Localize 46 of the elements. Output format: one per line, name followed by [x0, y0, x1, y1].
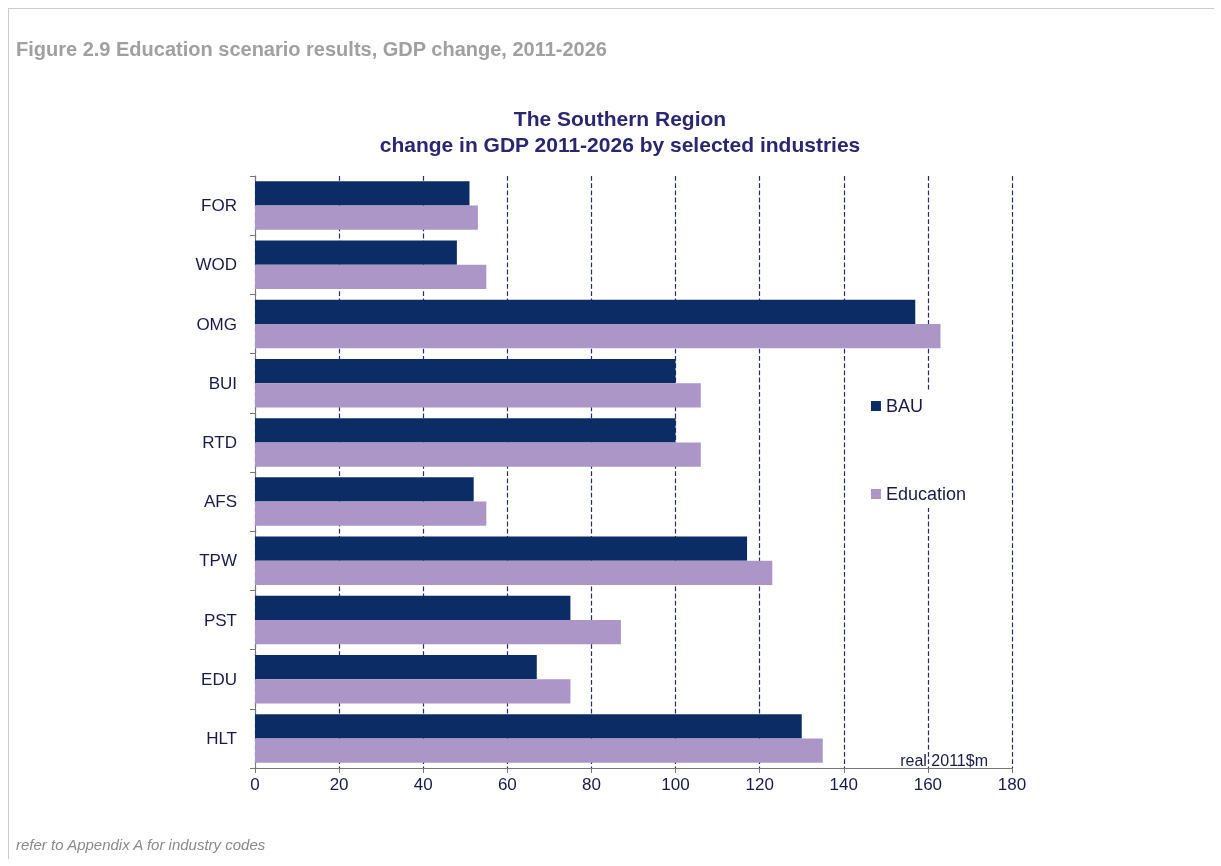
bar [255, 205, 478, 230]
bar [255, 738, 823, 763]
y-tick-label: EDU [201, 669, 237, 689]
x-tick-label: 100 [661, 775, 690, 794]
bar [255, 299, 916, 324]
y-tick-label: RTD [202, 432, 237, 452]
x-axis-title: real 2011$m [900, 751, 988, 769]
y-tick-label: BUI [208, 373, 237, 393]
y-tick-label: PST [203, 610, 237, 630]
bar [255, 595, 571, 620]
y-tick-label: HLT [206, 728, 237, 748]
bar [255, 240, 457, 265]
bar [255, 477, 474, 502]
y-tick-label: TPW [199, 551, 237, 571]
x-tick-label: 120 [745, 775, 774, 794]
bar [255, 620, 621, 645]
bar [255, 536, 748, 561]
legend-label: Education [885, 484, 966, 504]
x-tick-label: 140 [829, 775, 858, 794]
x-tick-label: 60 [497, 775, 517, 794]
bar [255, 714, 802, 739]
bar [255, 418, 676, 443]
x-tick-label: 0 [250, 775, 260, 794]
text: refer to Appendix A for industry codes [16, 836, 266, 853]
bar [255, 181, 470, 206]
y-tick-label: WOD [195, 255, 237, 275]
bar [255, 442, 701, 467]
chart-subtitle: The Southern Region change in GDP 2011-2026 by selected industries [379, 106, 861, 156]
x-tick-label: 180 [997, 775, 1027, 794]
x-tick-label: 160 [913, 775, 943, 794]
chart-title: Figure 2.9 Education scenario results, GDP change, 2011-2026 [16, 38, 607, 61]
bar [255, 501, 487, 526]
bar [255, 358, 676, 384]
y-tick-label: FOR [201, 196, 237, 216]
y-tick-label: OMG [196, 314, 237, 334]
x-tick-label: 20 [329, 775, 349, 794]
bar [255, 324, 941, 349]
y-tick-label: AFS [203, 492, 237, 512]
x-tick-label: 80 [581, 775, 601, 794]
bar [255, 560, 773, 586]
legend-label: BAU [885, 396, 923, 416]
bar [255, 679, 571, 704]
x-tick-label: 40 [413, 775, 433, 794]
bar [255, 654, 537, 680]
bar [255, 383, 701, 408]
bar [255, 264, 487, 290]
